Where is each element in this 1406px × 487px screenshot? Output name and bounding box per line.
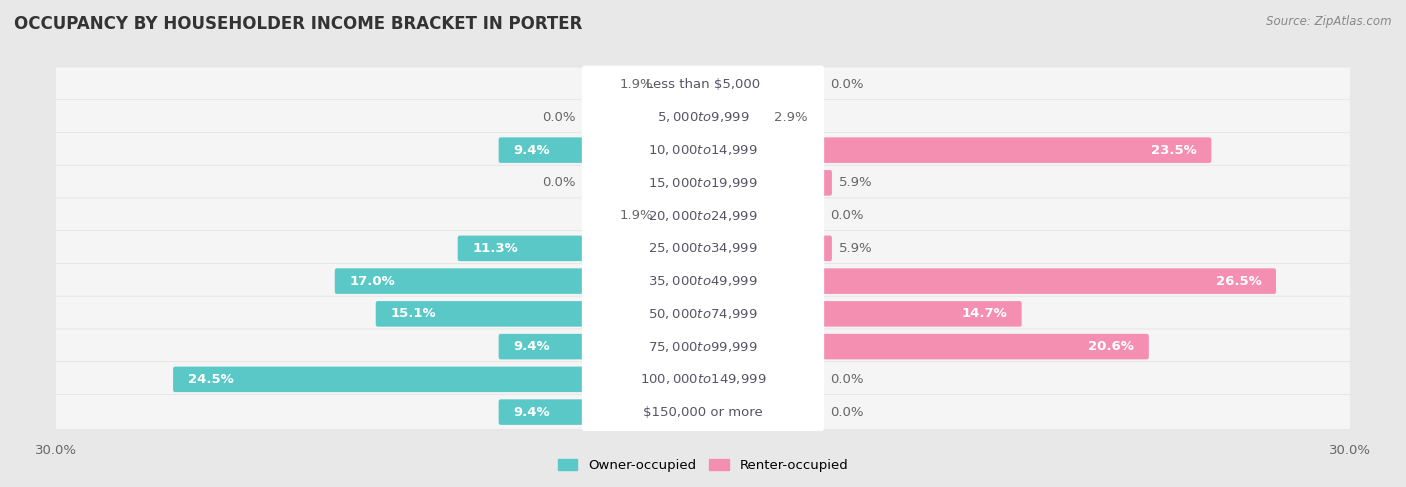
Text: 11.3%: 11.3% [472, 242, 517, 255]
Text: $75,000 to $99,999: $75,000 to $99,999 [648, 339, 758, 354]
FancyBboxPatch shape [46, 296, 1360, 332]
FancyBboxPatch shape [582, 98, 824, 136]
FancyBboxPatch shape [46, 329, 1360, 364]
FancyBboxPatch shape [661, 72, 704, 97]
FancyBboxPatch shape [582, 229, 824, 267]
FancyBboxPatch shape [499, 137, 704, 163]
Text: $150,000 or more: $150,000 or more [643, 406, 763, 419]
Text: Source: ZipAtlas.com: Source: ZipAtlas.com [1267, 15, 1392, 28]
Text: $50,000 to $74,999: $50,000 to $74,999 [648, 307, 758, 321]
Text: $100,000 to $149,999: $100,000 to $149,999 [640, 373, 766, 386]
FancyBboxPatch shape [702, 170, 832, 196]
Text: 26.5%: 26.5% [1216, 275, 1261, 288]
FancyBboxPatch shape [582, 262, 824, 300]
Text: 0.0%: 0.0% [830, 406, 863, 419]
Text: 0.0%: 0.0% [543, 176, 576, 189]
FancyBboxPatch shape [702, 137, 1212, 163]
Text: $5,000 to $9,999: $5,000 to $9,999 [657, 111, 749, 124]
Text: $15,000 to $19,999: $15,000 to $19,999 [648, 176, 758, 190]
FancyBboxPatch shape [582, 328, 824, 366]
Text: 23.5%: 23.5% [1152, 144, 1197, 157]
Legend: Owner-occupied, Renter-occupied: Owner-occupied, Renter-occupied [553, 454, 853, 477]
Text: 1.9%: 1.9% [620, 78, 654, 91]
FancyBboxPatch shape [702, 105, 768, 130]
FancyBboxPatch shape [702, 301, 1022, 327]
FancyBboxPatch shape [582, 295, 824, 333]
Text: Less than $5,000: Less than $5,000 [645, 78, 761, 91]
Text: 0.0%: 0.0% [830, 373, 863, 386]
FancyBboxPatch shape [46, 362, 1360, 397]
FancyBboxPatch shape [46, 231, 1360, 266]
FancyBboxPatch shape [582, 360, 824, 398]
FancyBboxPatch shape [46, 165, 1360, 201]
Text: OCCUPANCY BY HOUSEHOLDER INCOME BRACKET IN PORTER: OCCUPANCY BY HOUSEHOLDER INCOME BRACKET … [14, 15, 582, 33]
Text: 14.7%: 14.7% [962, 307, 1007, 320]
Text: 0.0%: 0.0% [830, 209, 863, 222]
FancyBboxPatch shape [173, 367, 704, 392]
FancyBboxPatch shape [499, 399, 704, 425]
FancyBboxPatch shape [46, 67, 1360, 102]
Text: 9.4%: 9.4% [513, 340, 550, 353]
FancyBboxPatch shape [46, 198, 1360, 233]
FancyBboxPatch shape [702, 268, 1277, 294]
Text: 24.5%: 24.5% [188, 373, 233, 386]
Text: $35,000 to $49,999: $35,000 to $49,999 [648, 274, 758, 288]
FancyBboxPatch shape [46, 263, 1360, 299]
FancyBboxPatch shape [582, 393, 824, 431]
FancyBboxPatch shape [375, 301, 704, 327]
FancyBboxPatch shape [661, 203, 704, 228]
FancyBboxPatch shape [702, 334, 1149, 359]
Text: 9.4%: 9.4% [513, 406, 550, 419]
FancyBboxPatch shape [582, 131, 824, 169]
Text: 17.0%: 17.0% [350, 275, 395, 288]
FancyBboxPatch shape [335, 268, 704, 294]
Text: 2.9%: 2.9% [775, 111, 808, 124]
Text: 15.1%: 15.1% [391, 307, 436, 320]
FancyBboxPatch shape [702, 236, 832, 261]
FancyBboxPatch shape [46, 100, 1360, 135]
Text: 9.4%: 9.4% [513, 144, 550, 157]
FancyBboxPatch shape [582, 66, 824, 104]
FancyBboxPatch shape [46, 394, 1360, 430]
FancyBboxPatch shape [458, 236, 704, 261]
Text: 5.9%: 5.9% [839, 176, 873, 189]
FancyBboxPatch shape [46, 132, 1360, 168]
Text: $25,000 to $34,999: $25,000 to $34,999 [648, 242, 758, 255]
Text: 1.9%: 1.9% [620, 209, 654, 222]
FancyBboxPatch shape [582, 197, 824, 235]
Text: 0.0%: 0.0% [543, 111, 576, 124]
FancyBboxPatch shape [582, 164, 824, 202]
Text: $20,000 to $24,999: $20,000 to $24,999 [648, 208, 758, 223]
Text: 0.0%: 0.0% [830, 78, 863, 91]
FancyBboxPatch shape [499, 334, 704, 359]
Text: 20.6%: 20.6% [1088, 340, 1135, 353]
Text: $10,000 to $14,999: $10,000 to $14,999 [648, 143, 758, 157]
Text: 5.9%: 5.9% [839, 242, 873, 255]
